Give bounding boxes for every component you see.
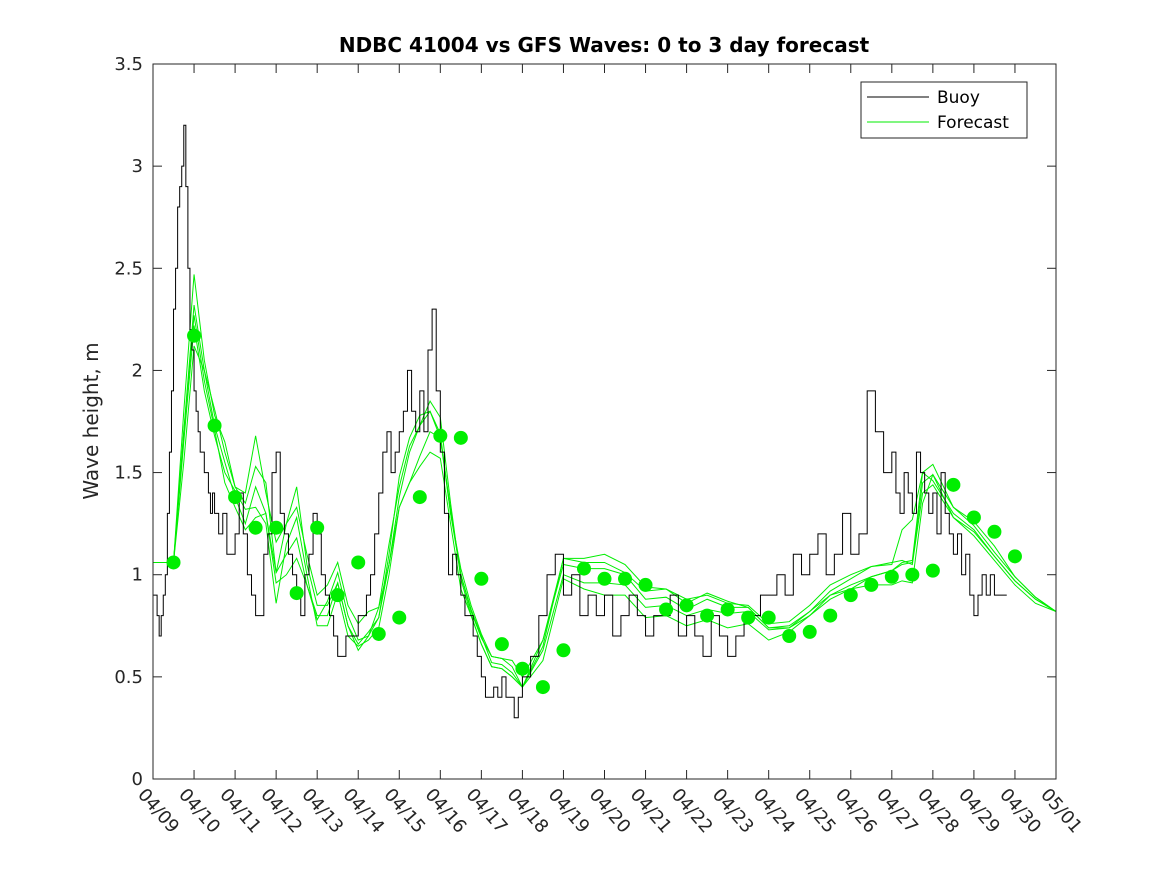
legend-box [860,81,1028,139]
forecast-marker [741,610,756,625]
chart-title: NDBC 41004 vs GFS Waves: 0 to 3 day fore… [339,33,870,57]
forecast-marker [638,577,653,592]
forecast-marker [166,555,181,570]
forecast-marker [474,571,489,586]
y-tick-label: 3.5 [114,54,143,75]
forecast-marker [433,428,448,443]
legend-buoy-label: Buoy [937,88,980,108]
y-axis-label: Wave height, m [79,342,103,499]
y-tick-label: 2.5 [114,258,143,279]
forecast-marker [782,629,797,643]
legend: Buoy Forecast [860,81,1028,139]
forecast-marker [987,524,1002,539]
forecast-marker [535,680,550,695]
forecast-marker [761,610,776,625]
forecast-marker [925,563,940,578]
forecast-marker [412,490,427,505]
forecast-marker [864,577,879,592]
forecast-marker [905,567,920,582]
forecast-marker [494,637,509,652]
y-tick-label: 1.5 [114,463,143,484]
forecast-marker [228,490,243,505]
forecast-marker [884,569,899,584]
forecast-marker [248,520,263,535]
forecast-marker [1007,549,1022,564]
y-tick-label: 0 [132,769,143,790]
forecast-marker [720,602,735,617]
forecast-marker [576,561,591,576]
forecast-marker [659,602,674,617]
forecast-marker [823,608,838,623]
forecast-series-line-2 [153,304,1057,688]
forecast-marker [802,624,817,639]
forecast-marker [515,661,530,676]
forecast-marker [207,418,222,433]
forecast-marker [597,571,612,586]
forecast-marker [310,520,325,535]
y-tick-label: 1 [132,565,143,586]
forecast-marker [269,520,284,535]
y-tick-label: 2 [132,360,143,381]
forecast-marker [392,610,407,625]
forecast-marker [946,477,961,492]
plot-area [153,124,1057,719]
forecast-marker [187,328,202,343]
forecast-marker [371,626,386,641]
forecast-marker [618,571,633,586]
buoy-series-line [153,124,1007,719]
forecast-marker [966,510,981,525]
forecast-marker [556,643,571,658]
forecast-marker [351,555,366,570]
forecast-series-line-4 [153,325,1057,678]
forecast-marker [330,588,345,603]
forecast-marker [453,430,468,445]
forecast-marker [679,598,694,613]
forecast-marker [700,608,715,623]
forecast-marker [289,586,304,601]
forecast-marker [843,588,858,603]
y-tick-label: 0.5 [114,667,143,688]
y-tick-label: 3 [132,156,143,177]
legend-forecast-label: Forecast [937,113,1009,133]
forecast-series-line-5 [153,315,1057,689]
